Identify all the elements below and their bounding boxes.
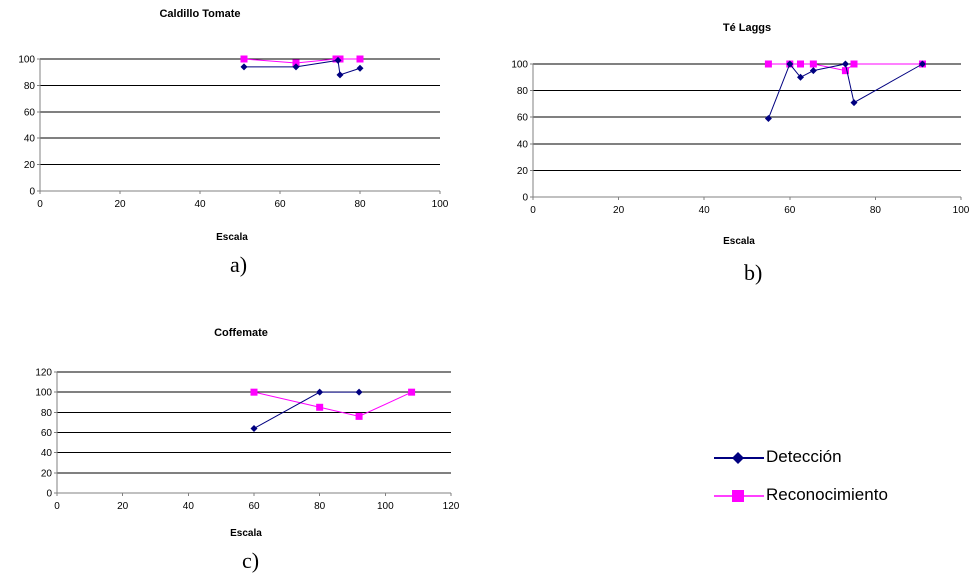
x-tick-label: 100	[377, 501, 394, 512]
point-reconocimiento	[809, 60, 817, 68]
point-deteccion	[355, 388, 363, 396]
y-tick-label: 0	[522, 193, 528, 204]
point-deteccion	[918, 60, 926, 68]
x-tick-label: 40	[699, 205, 711, 216]
y-tick-label: 60	[517, 113, 529, 124]
point-reconocimiento	[764, 60, 772, 68]
y-tick-label: 20	[24, 160, 36, 171]
point-deteccion	[841, 60, 849, 68]
x-tick-label: 80	[870, 205, 882, 216]
x-tick-label: 60	[274, 199, 286, 210]
x-tick-label: 20	[117, 501, 129, 512]
point-reconocimiento	[292, 59, 300, 67]
y-tick-label: 60	[24, 107, 36, 118]
point-deteccion	[334, 56, 342, 64]
point-reconocimiento	[250, 388, 258, 396]
x-tick-label: 100	[953, 205, 970, 216]
x-tick-label: 20	[114, 199, 126, 210]
point-reconocimiento	[408, 388, 416, 396]
x-axis-title: Escala	[723, 236, 755, 247]
chart-caldillo-tomate: Caldillo Tomate 0 20 40 60 80 100 0 20 40 60 80 100 E…	[18, 8, 449, 243]
x-tick-label: 60	[784, 205, 796, 216]
chart-title: Té Laggs	[723, 22, 771, 34]
point-deteccion	[356, 64, 364, 72]
y-tick-label: 100	[35, 388, 52, 399]
legend-label-reconocimiento: Reconocimiento	[766, 485, 888, 504]
x-tick-label: 0	[530, 205, 536, 216]
x-tick-label: 0	[37, 199, 43, 210]
y-tick-label: 20	[41, 468, 53, 479]
y-tick-label: 80	[24, 81, 36, 92]
point-reconocimiento	[797, 60, 804, 68]
point-deteccion	[809, 67, 817, 75]
y-tick-label: 100	[511, 60, 528, 71]
point-deteccion	[797, 73, 804, 81]
point-deteccion	[786, 60, 794, 68]
point-deteccion	[336, 71, 344, 79]
x-tick-label: 120	[443, 501, 460, 512]
point-reconocimiento	[841, 67, 849, 75]
caption-a: a)	[230, 252, 248, 277]
point-reconocimiento	[355, 412, 363, 420]
y-tick-label: 100	[18, 55, 35, 66]
series-line-deteccion	[253, 391, 360, 429]
chart-coffemate: Coffemate 0 20 40 60 80 100 120 0 20 40 60 80 100 120 E…	[35, 327, 460, 539]
x-axis-title: Escala	[216, 232, 248, 243]
y-tick-label: 0	[46, 489, 52, 500]
series-line-reconocimiento	[253, 391, 412, 417]
point-reconocimiento	[850, 60, 858, 68]
legend-marker-square-icon	[714, 490, 764, 502]
y-tick-label: 40	[41, 448, 53, 459]
caption-c: c)	[242, 548, 260, 573]
point-deteccion	[850, 99, 858, 107]
legend-marker-diamond-icon	[714, 452, 764, 464]
x-tick-label: 100	[432, 199, 449, 210]
point-reconocimiento	[356, 55, 364, 63]
x-tick-label: 80	[354, 199, 366, 210]
y-tick-label: 80	[517, 86, 529, 97]
x-axis-title: Escala	[230, 528, 262, 539]
x-tick-label: 40	[194, 199, 206, 210]
chart-panel-c: Coffemate 0 20 40 60 80 100 120 0 20 40 60 80 100 120 E…	[0, 316, 470, 582]
chart-panel-a: Caldillo Tomate 0 20 40 60 80 100 0 20 40 60 80 100 E…	[0, 0, 470, 290]
caption-b: b)	[744, 260, 763, 285]
chart-title: Coffemate	[214, 327, 268, 339]
y-tick-label: 20	[517, 166, 529, 177]
point-deteccion	[292, 63, 300, 71]
legend-label-deteccion: Detección	[766, 447, 842, 466]
x-tick-label: 40	[183, 501, 195, 512]
y-tick-label: 80	[41, 408, 53, 419]
point-deteccion	[240, 63, 248, 71]
point-deteccion	[316, 388, 324, 396]
x-tick-label: 20	[613, 205, 625, 216]
point-deteccion	[764, 115, 772, 123]
y-tick-label: 40	[24, 134, 36, 145]
y-tick-label: 0	[29, 187, 35, 198]
y-tick-label: 60	[41, 428, 53, 439]
chart-title: Caldillo Tomate	[159, 8, 240, 20]
chart-te-laggs: Té Laggs 0 20 40 60 80 100 0 20 40 60 80 100 Escala	[511, 22, 970, 247]
y-tick-label: 120	[35, 368, 52, 379]
x-tick-label: 60	[248, 501, 260, 512]
chart-panel-b: Té Laggs 0 20 40 60 80 100 0 20 40 60 80 100 Escala b…	[486, 0, 973, 290]
point-deteccion	[250, 424, 258, 432]
x-tick-label: 80	[314, 501, 326, 512]
point-reconocimiento	[240, 55, 248, 63]
point-reconocimiento	[316, 403, 324, 411]
x-tick-label: 0	[54, 501, 60, 512]
y-tick-label: 40	[517, 139, 529, 150]
